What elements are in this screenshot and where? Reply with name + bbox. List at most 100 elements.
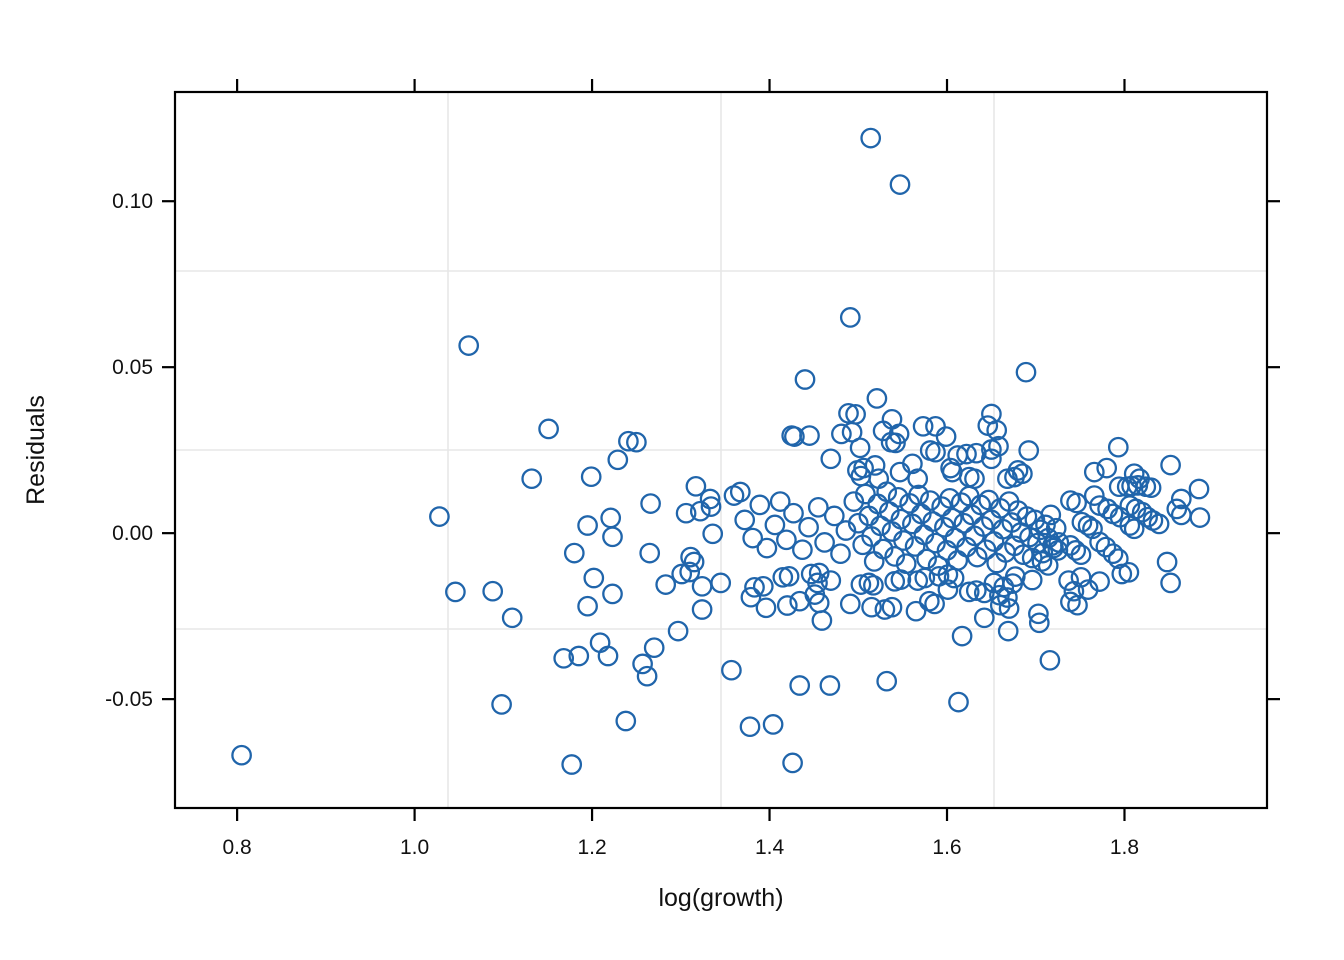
x-tick-label: 1.0 xyxy=(400,836,429,859)
data-point xyxy=(1004,566,1026,587)
data-point xyxy=(986,419,1008,441)
data-point xyxy=(823,505,845,527)
data-point xyxy=(445,581,466,603)
data-point xyxy=(1060,591,1081,613)
data-point xyxy=(563,542,585,564)
data-point xyxy=(902,453,923,475)
data-point xyxy=(1160,454,1181,476)
data-point xyxy=(947,550,969,571)
data-point xyxy=(626,431,647,453)
data-point xyxy=(922,511,944,532)
data-point xyxy=(1102,543,1124,565)
data-point xyxy=(749,494,771,516)
data-point xyxy=(924,593,945,615)
x-tick-label: 1.6 xyxy=(932,836,961,859)
data-point xyxy=(863,551,885,572)
data-points xyxy=(231,127,1211,775)
data-point xyxy=(784,426,805,447)
data-point xyxy=(640,493,661,514)
data-point xyxy=(794,369,816,390)
data-point xyxy=(538,418,559,440)
data-point xyxy=(636,665,658,687)
data-point xyxy=(820,448,842,470)
data-point xyxy=(950,492,972,513)
data-point xyxy=(905,600,927,622)
data-point xyxy=(839,307,861,328)
data-point xyxy=(752,575,774,597)
data-point xyxy=(679,561,701,583)
data-point xyxy=(632,653,653,675)
data-point xyxy=(739,716,761,738)
data-point xyxy=(1121,475,1142,497)
data-point xyxy=(798,516,819,538)
data-point xyxy=(691,599,713,620)
data-point xyxy=(1066,492,1087,514)
data-point xyxy=(866,388,888,409)
data-point xyxy=(675,502,697,524)
data-point xyxy=(740,586,762,608)
data-point xyxy=(521,468,543,490)
data-point xyxy=(702,523,724,545)
data-point xyxy=(925,441,946,463)
data-point xyxy=(895,553,917,575)
data-point xyxy=(742,527,764,549)
data-point xyxy=(429,506,450,527)
data-point xyxy=(734,509,756,531)
x-tick-label: 1.4 xyxy=(755,836,785,859)
data-point xyxy=(689,500,711,522)
data-point xyxy=(951,625,973,647)
data-point xyxy=(948,691,969,713)
data-point xyxy=(615,710,637,732)
data-point xyxy=(831,423,852,445)
data-point xyxy=(916,548,937,570)
data-point xyxy=(881,596,903,618)
data-point xyxy=(1109,506,1131,528)
data-point xyxy=(989,584,1010,606)
data-point xyxy=(937,579,959,600)
data-point xyxy=(997,587,1018,608)
data-point xyxy=(885,432,906,454)
data-point xyxy=(912,415,934,437)
data-point xyxy=(893,530,914,551)
data-point xyxy=(884,546,906,567)
data-point xyxy=(839,593,861,615)
data-point xyxy=(491,694,512,715)
data-point xyxy=(683,551,705,573)
x-axis-title: log(growth) xyxy=(658,884,783,912)
data-point xyxy=(997,620,1019,642)
data-point xyxy=(1065,540,1087,561)
data-point xyxy=(721,659,742,681)
data-point xyxy=(1021,569,1043,591)
data-point xyxy=(762,714,784,735)
data-point xyxy=(965,580,987,601)
data-point xyxy=(1156,551,1178,573)
data-point xyxy=(820,570,842,591)
data-point xyxy=(807,572,828,594)
data-point xyxy=(602,526,623,548)
gridlines xyxy=(175,92,1267,808)
data-point xyxy=(680,546,701,568)
data-point xyxy=(577,595,598,617)
data-point xyxy=(958,581,980,603)
x-tick-label: 0.8 xyxy=(223,836,252,859)
data-point xyxy=(501,607,523,629)
data-point xyxy=(890,508,912,530)
data-point xyxy=(776,529,797,551)
data-point xyxy=(919,490,941,511)
y-tick-label: -0.05 xyxy=(105,688,153,711)
data-point xyxy=(889,174,911,195)
data-point xyxy=(561,754,583,775)
data-point xyxy=(1028,603,1049,625)
data-point xyxy=(776,595,798,616)
data-point xyxy=(872,538,894,560)
data-point xyxy=(1021,547,1043,569)
data-point xyxy=(981,448,1002,470)
data-point xyxy=(939,487,961,509)
data-point xyxy=(1015,361,1037,383)
axis-ticks xyxy=(162,79,1280,821)
data-point xyxy=(583,567,605,589)
data-point xyxy=(941,507,963,529)
data-point xyxy=(1142,510,1164,531)
data-point xyxy=(792,539,813,561)
